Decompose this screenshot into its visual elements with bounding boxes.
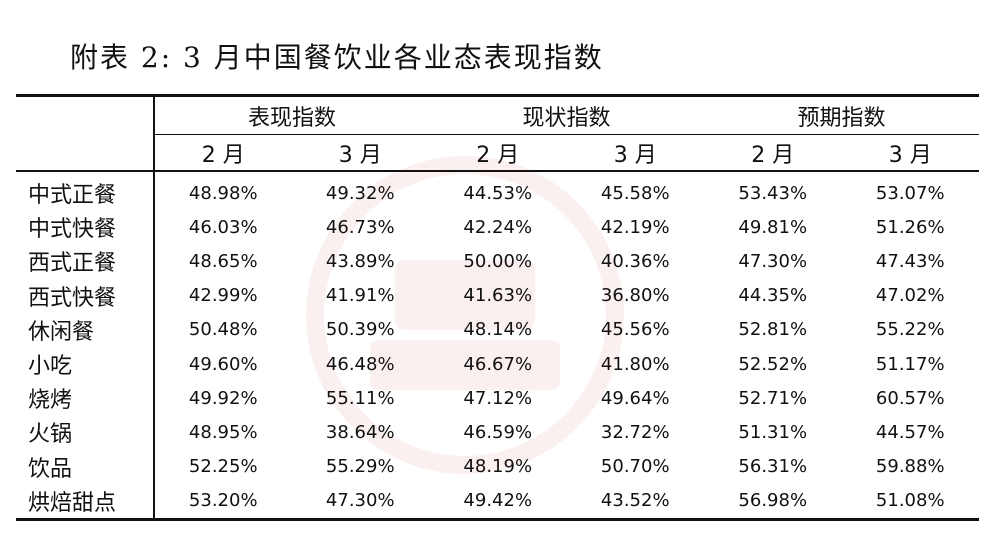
table-row: 中式正餐 48.98% 49.32% 44.53% 45.58% 53.43% … bbox=[16, 171, 979, 211]
value-cell: 44.35% bbox=[738, 285, 808, 307]
value-cell: 51.26% bbox=[875, 216, 945, 238]
value-cell: 51.31% bbox=[738, 421, 808, 443]
value-cell: 48.65% bbox=[188, 250, 258, 272]
row-label: 小吃 bbox=[16, 346, 155, 382]
value-cell: 32.72% bbox=[600, 421, 670, 443]
value-cell: 38.64% bbox=[325, 421, 395, 443]
month-header: 3 月 bbox=[566, 134, 704, 172]
value-cell: 50.48% bbox=[188, 319, 258, 341]
table-row: 小吃 49.60% 46.48% 46.67% 41.80% 52.52% 51… bbox=[16, 346, 979, 382]
table-row: 烘焙甜点 53.20% 47.30% 49.42% 43.52% 56.98% … bbox=[16, 483, 979, 521]
value-cell: 48.98% bbox=[188, 182, 258, 204]
value-cell: 48.14% bbox=[463, 319, 533, 341]
value-cell: 36.80% bbox=[600, 285, 670, 307]
value-cell: 49.92% bbox=[188, 387, 258, 409]
value-cell: 49.32% bbox=[325, 182, 395, 204]
row-label: 中式正餐 bbox=[16, 171, 155, 211]
value-cell: 41.91% bbox=[325, 285, 395, 307]
value-cell: 49.64% bbox=[600, 387, 670, 409]
value-cell: 51.08% bbox=[841, 483, 979, 521]
month-header: 2 月 bbox=[704, 134, 842, 172]
value-cell: 40.36% bbox=[600, 250, 670, 272]
value-cell: 41.80% bbox=[600, 353, 670, 375]
value-cell: 43.89% bbox=[325, 250, 395, 272]
row-label: 烘焙甜点 bbox=[16, 483, 155, 521]
row-label: 饮品 bbox=[16, 449, 155, 484]
value-cell: 44.53% bbox=[463, 182, 533, 204]
value-cell: 45.58% bbox=[600, 182, 670, 204]
group-header-row: 表现指数 现状指数 预期指数 bbox=[16, 94, 979, 135]
month-header: 3 月 bbox=[841, 134, 979, 172]
value-cell: 50.70% bbox=[600, 456, 670, 478]
value-cell: 56.31% bbox=[738, 456, 808, 478]
corner-cell-month bbox=[16, 134, 155, 172]
value-cell: 41.63% bbox=[463, 285, 533, 307]
table-row: 西式正餐 48.65% 43.89% 50.00% 40.36% 47.30% … bbox=[16, 244, 979, 279]
table-row: 饮品 52.25% 55.29% 48.19% 50.70% 56.31% 59… bbox=[16, 449, 979, 484]
month-header: 2 月 bbox=[429, 134, 567, 172]
value-cell: 52.71% bbox=[738, 387, 808, 409]
group-header-current: 现状指数 bbox=[429, 94, 704, 135]
value-cell: 52.81% bbox=[738, 319, 808, 341]
value-cell: 53.20% bbox=[154, 483, 292, 521]
value-cell: 42.99% bbox=[188, 285, 258, 307]
month-header-row: 2 月 3 月 2 月 3 月 2 月 3 月 bbox=[16, 134, 979, 172]
row-label: 火锅 bbox=[16, 415, 155, 450]
value-cell: 53.43% bbox=[738, 182, 808, 204]
value-cell: 49.42% bbox=[429, 483, 567, 521]
value-cell: 46.67% bbox=[463, 353, 533, 375]
value-cell: 47.30% bbox=[738, 250, 808, 272]
value-cell: 46.59% bbox=[463, 421, 533, 443]
value-cell: 55.22% bbox=[875, 319, 945, 341]
value-cell: 52.52% bbox=[738, 353, 808, 375]
value-cell: 52.25% bbox=[188, 456, 258, 478]
value-cell: 46.73% bbox=[325, 216, 395, 238]
row-label: 西式快餐 bbox=[16, 278, 155, 313]
value-cell: 53.07% bbox=[875, 182, 945, 204]
table-row: 休闲餐 50.48% 50.39% 48.14% 45.56% 52.81% 5… bbox=[16, 312, 979, 347]
month-header: 2 月 bbox=[154, 134, 292, 172]
row-label: 西式正餐 bbox=[16, 244, 155, 279]
value-cell: 55.11% bbox=[325, 387, 395, 409]
row-label: 烧烤 bbox=[16, 381, 155, 416]
table-row: 烧烤 49.92% 55.11% 47.12% 49.64% 52.71% 60… bbox=[16, 381, 979, 416]
value-cell: 47.02% bbox=[875, 285, 945, 307]
value-cell: 48.95% bbox=[188, 421, 258, 443]
value-cell: 45.56% bbox=[600, 319, 670, 341]
value-cell: 60.57% bbox=[875, 387, 945, 409]
value-cell: 47.12% bbox=[463, 387, 533, 409]
row-label: 休闲餐 bbox=[16, 312, 155, 347]
value-cell: 48.19% bbox=[463, 456, 533, 478]
value-cell: 46.03% bbox=[188, 216, 258, 238]
value-cell: 56.98% bbox=[704, 483, 842, 521]
value-cell: 50.39% bbox=[325, 319, 395, 341]
value-cell: 42.24% bbox=[463, 216, 533, 238]
index-table: 表现指数 现状指数 预期指数 2 月 3 月 2 月 3 月 2 月 3 月 中… bbox=[16, 94, 979, 521]
value-cell: 49.60% bbox=[188, 353, 258, 375]
value-cell: 43.52% bbox=[566, 483, 704, 521]
corner-cell bbox=[16, 94, 155, 135]
group-header-performance: 表现指数 bbox=[154, 94, 429, 135]
value-cell: 42.19% bbox=[600, 216, 670, 238]
row-label: 中式快餐 bbox=[16, 210, 155, 245]
table-row: 西式快餐 42.99% 41.91% 41.63% 36.80% 44.35% … bbox=[16, 278, 979, 313]
table-row: 中式快餐 46.03% 46.73% 42.24% 42.19% 49.81% … bbox=[16, 210, 979, 245]
value-cell: 47.43% bbox=[875, 250, 945, 272]
value-cell: 46.48% bbox=[325, 353, 395, 375]
month-header: 3 月 bbox=[291, 134, 429, 172]
value-cell: 44.57% bbox=[875, 421, 945, 443]
value-cell: 51.17% bbox=[875, 353, 945, 375]
value-cell: 55.29% bbox=[325, 456, 395, 478]
table-row: 火锅 48.95% 38.64% 46.59% 32.72% 51.31% 44… bbox=[16, 415, 979, 450]
value-cell: 47.30% bbox=[291, 483, 429, 521]
value-cell: 49.81% bbox=[738, 216, 808, 238]
value-cell: 59.88% bbox=[875, 456, 945, 478]
table-title: 附表 2: 3 月中国餐饮业各业态表现指数 bbox=[70, 41, 604, 74]
value-cell: 50.00% bbox=[463, 250, 533, 272]
group-header-expectation: 预期指数 bbox=[704, 94, 979, 135]
